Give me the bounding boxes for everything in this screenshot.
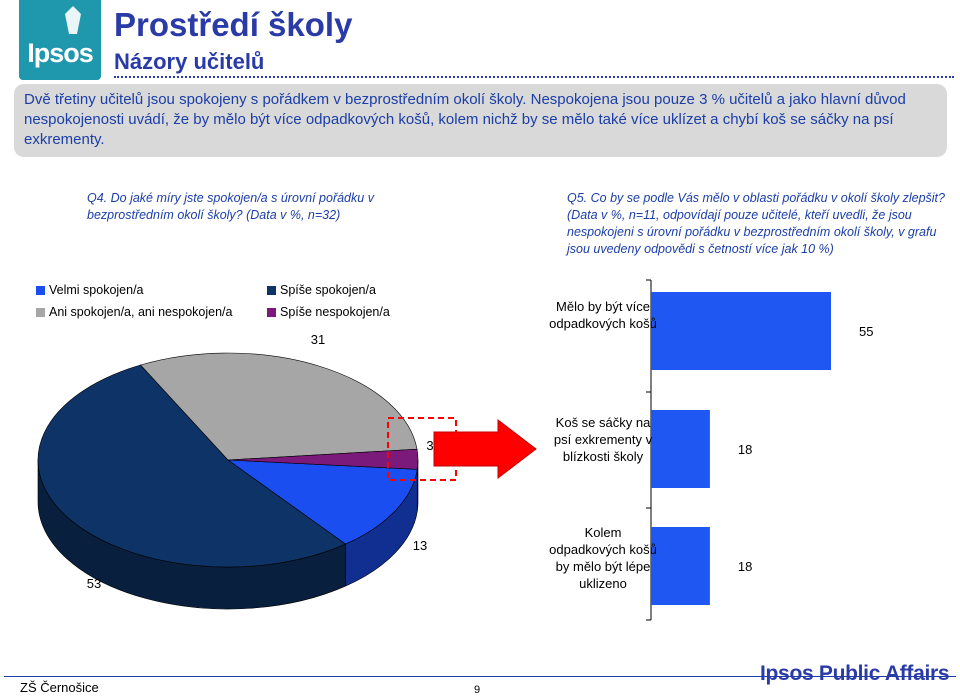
legend-item-spise-nespokojen: Spíše nespokojen/a (267, 305, 390, 319)
pie-value-label: 53 (87, 576, 101, 591)
footer-brand: Ipsos Public Affairs (760, 662, 950, 685)
bar (651, 410, 710, 488)
pie-slice (37, 364, 347, 568)
legend-label: Spíše nespokojen/a (280, 305, 390, 319)
question-q5: Q5. Co by se podle Vás mělo v oblasti po… (567, 191, 945, 256)
highlight-arrow (433, 418, 537, 480)
legend-swatch (36, 285, 45, 295)
logo-figure-icon (65, 6, 81, 34)
legend-label: Velmi spokojen/a (49, 283, 144, 297)
logo-text: Ipsos (27, 38, 94, 68)
legend-swatch (267, 307, 276, 317)
pie-slice (226, 459, 418, 545)
pie-value-label: 13 (413, 538, 427, 553)
footer-divider (4, 676, 956, 677)
page-title: Prostředí školy (114, 6, 353, 43)
pie-value-label: 31 (311, 332, 325, 347)
pie-value-label: 3 (426, 438, 433, 453)
bar-category-label: Koš se sáčky na psí exkrementy v blízkos… (553, 415, 653, 464)
legend-swatch (267, 285, 276, 295)
ipsos-logo: Ipsos (19, 0, 101, 80)
title-divider (114, 76, 954, 78)
bar-value-label: 18 (738, 442, 752, 457)
legend-item-velmi: Velmi spokojen/a (36, 283, 144, 297)
highlight-box (387, 417, 457, 481)
legend-label: Ani spokojen/a, ani nespokojen/a (49, 305, 233, 319)
page-number: 9 (474, 684, 481, 696)
legend-item-ani: Ani spokojen/a, ani nespokojen/a (36, 305, 232, 319)
legend-swatch (36, 307, 45, 317)
question-q4: Q4. Do jaké míry jste spokojen/a s úrovn… (87, 191, 374, 222)
bar-value-label: 18 (738, 559, 752, 574)
bar (651, 292, 831, 370)
bar-category-label: Mělo by být více odpadkových košů (549, 299, 657, 331)
legend-item-spise-spokojen: Spíše spokojen/a (267, 283, 376, 297)
bar-category-label: Kolem odpadkových košů by mělo být lépe … (549, 525, 657, 591)
bar (651, 527, 710, 605)
footer-school: ZŠ Černošice (20, 680, 99, 695)
page-subtitle: Názory učitelů (114, 49, 265, 74)
pie-slice (227, 448, 419, 470)
bar-value-label: 55 (859, 324, 873, 339)
pie-slice (140, 352, 418, 461)
legend-label: Spíše spokojen/a (280, 283, 376, 297)
intro-text: Dvě třetiny učitelů jsou spokojeny s poř… (14, 84, 947, 157)
